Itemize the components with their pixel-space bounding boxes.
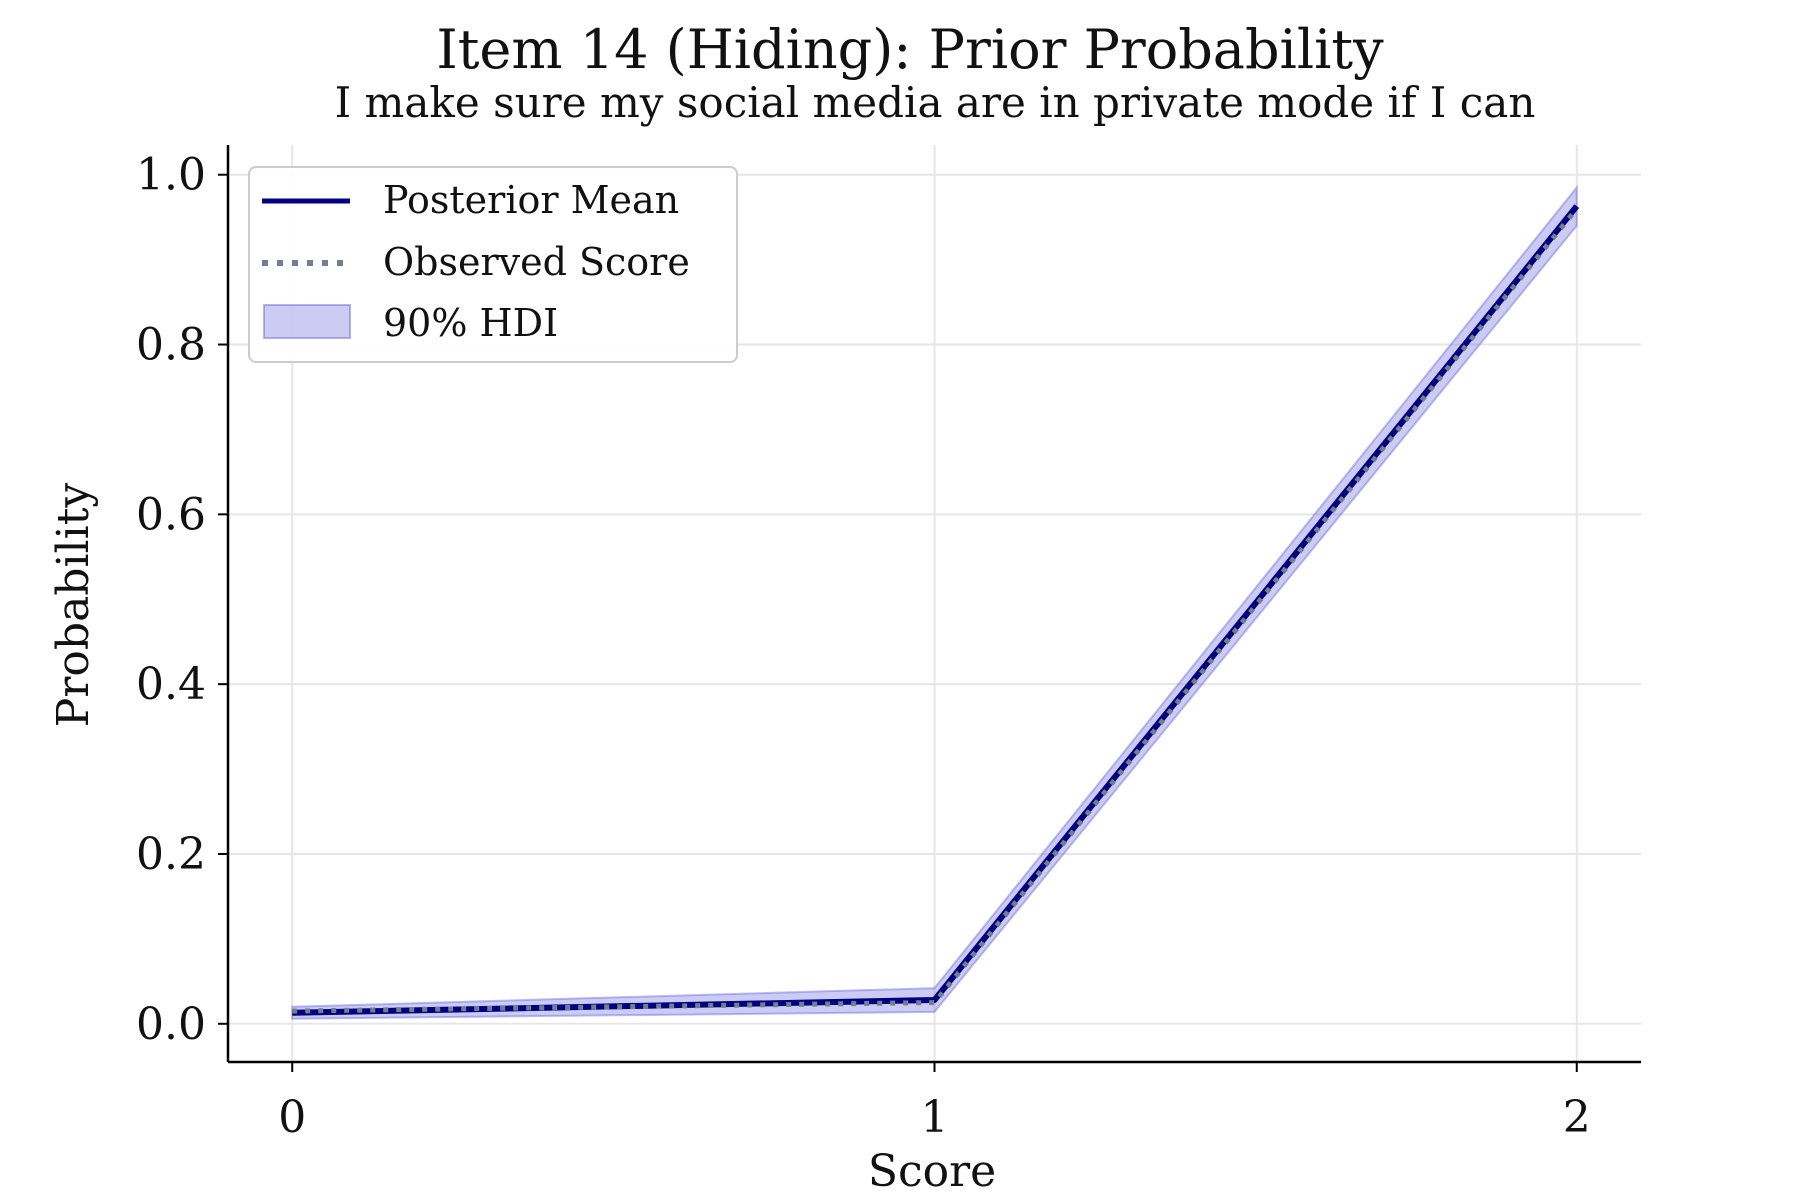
y-tick-label: 1.0 xyxy=(136,150,206,201)
y-tick-label: 0.6 xyxy=(136,489,206,540)
x-tick-label: 0 xyxy=(278,1092,306,1143)
legend-label-posterior-mean: Posterior Mean xyxy=(383,178,679,222)
legend-frame xyxy=(248,166,738,363)
y-axis-label: Probability xyxy=(48,483,99,728)
chart-title: Item 14 (Hiding): Prior Probability xyxy=(436,18,1384,81)
tick-labels: 0.0 0.2 0.4 0.6 0.8 1.0 0 1 2 xyxy=(136,150,1591,1143)
y-tick-label: 0.8 xyxy=(136,320,206,371)
hdi-band-layer xyxy=(291,184,1578,1020)
legend: Posterior Mean Observed Score 90% HDI xyxy=(248,166,738,363)
y-tick-label: 0.0 xyxy=(136,999,206,1050)
y-tick-label: 0.4 xyxy=(136,659,206,710)
legend-label-observed-score: Observed Score xyxy=(383,240,690,284)
chart-subtitle: I make sure my social media are in priva… xyxy=(335,78,1536,127)
x-axis-label: Score xyxy=(868,1146,996,1197)
legend-swatch-hdi xyxy=(263,304,351,339)
x-tick-label: 1 xyxy=(921,1092,949,1143)
series-layer xyxy=(292,204,1580,1016)
hdi-band xyxy=(291,184,1578,1020)
x-tick-label: 2 xyxy=(1563,1092,1591,1143)
y-tick-label: 0.2 xyxy=(136,829,206,880)
posterior-mean-line xyxy=(292,204,1580,1016)
legend-label-hdi: 90% HDI xyxy=(383,301,558,345)
axes xyxy=(218,145,1641,1072)
